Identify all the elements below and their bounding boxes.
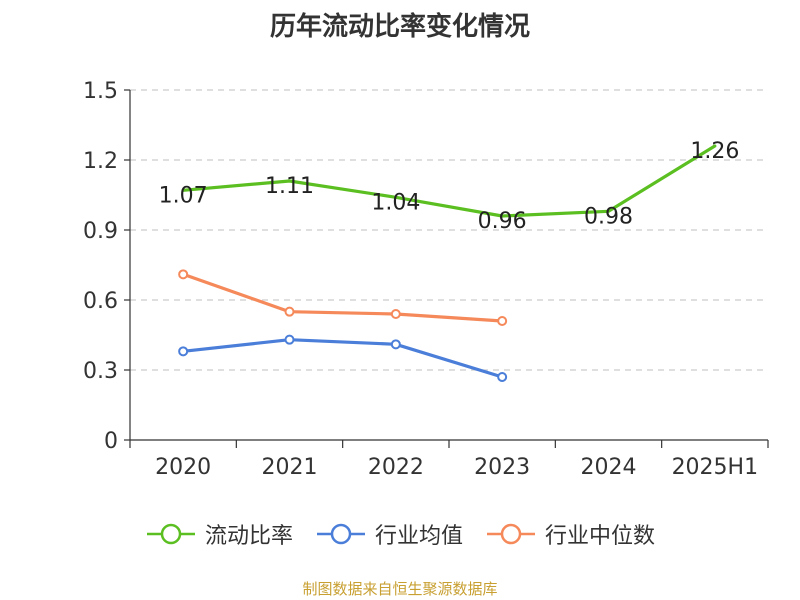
data-point bbox=[390, 339, 401, 350]
legend-swatch-circle bbox=[160, 523, 182, 545]
legend-swatch-icon bbox=[487, 523, 535, 545]
y-tick-label: 0 bbox=[104, 429, 118, 454]
legend-item[interactable]: 行业均值 bbox=[315, 518, 463, 550]
data-label: 1.11 bbox=[265, 174, 314, 199]
chart-title: 历年流动比率变化情况 bbox=[269, 12, 530, 42]
legend-swatch-circle bbox=[500, 523, 522, 545]
grid-lines bbox=[130, 89, 768, 371]
data-labels: 1.07 1.11 1.04 0.96 0.98 1.26 bbox=[159, 139, 740, 234]
data-label: 1.26 bbox=[690, 139, 739, 164]
data-point bbox=[497, 372, 508, 382]
legend-swatch-icon bbox=[316, 523, 365, 545]
legend-swatch-circle bbox=[330, 523, 352, 545]
x-tick-label: 2024 bbox=[581, 455, 637, 480]
legend-swatch-icon bbox=[146, 523, 195, 545]
series-line bbox=[181, 272, 504, 323]
data-point bbox=[284, 306, 295, 317]
data-label: 0.96 bbox=[478, 209, 527, 234]
y-tick-label: 1.5 bbox=[83, 79, 118, 104]
y-tick-label: 0.3 bbox=[83, 359, 118, 384]
data-label: 1.07 bbox=[159, 183, 208, 208]
x-tick-label: 2020 bbox=[155, 455, 211, 480]
data-point bbox=[497, 316, 508, 326]
x-tick-label: 2021 bbox=[262, 455, 318, 480]
y-tick-label: 0.9 bbox=[83, 219, 118, 244]
x-tick-label: 2025H1 bbox=[672, 455, 759, 480]
data-point bbox=[284, 334, 295, 345]
data-label: 1.04 bbox=[371, 190, 420, 215]
data-point bbox=[178, 346, 189, 357]
series-lines bbox=[178, 144, 717, 382]
legend-label: 流动比率 bbox=[204, 524, 293, 549]
legend-item[interactable]: 行业中位数 bbox=[485, 518, 655, 550]
legend-label: 行业中位数 bbox=[545, 524, 656, 549]
axes: 0 0.3 0.6 0.9 1.2 1.5 2020 2021 2022 2023 2024 2025… bbox=[83, 79, 769, 480]
legend-item[interactable]: 流动比率 bbox=[145, 518, 293, 550]
data-point bbox=[178, 269, 189, 280]
y-tick-label: 0.6 bbox=[83, 289, 118, 314]
legend: 流动比率 行业均值 行业中位数 bbox=[0, 518, 800, 550]
legend-label: 行业均值 bbox=[374, 524, 463, 549]
source-note: 制图数据来自恒生聚源数据库 bbox=[302, 580, 498, 598]
data-point bbox=[390, 309, 401, 319]
y-tick-label: 1.2 bbox=[83, 149, 118, 174]
series-line bbox=[181, 144, 717, 218]
series-line bbox=[181, 338, 504, 379]
x-tick-label: 2023 bbox=[474, 455, 530, 480]
x-tick-label: 2022 bbox=[368, 455, 424, 480]
data-label: 0.98 bbox=[584, 204, 633, 229]
